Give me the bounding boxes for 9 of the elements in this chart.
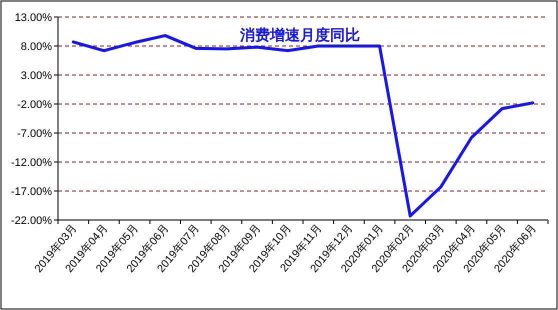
y-tick-label: 3.00% <box>20 70 52 82</box>
y-tick-label: -22.00% <box>11 215 52 227</box>
text: 消费增速月度同比 <box>239 26 360 44</box>
y-tick-label: 13.00% <box>14 12 52 24</box>
y-tick-label: -2.00% <box>17 99 52 111</box>
y-tick-label: -7.00% <box>17 128 52 140</box>
y-tick-label: -12.00% <box>11 157 52 169</box>
y-tick-label: -17.00% <box>11 186 52 198</box>
y-tick-label: 8.00% <box>20 41 52 53</box>
